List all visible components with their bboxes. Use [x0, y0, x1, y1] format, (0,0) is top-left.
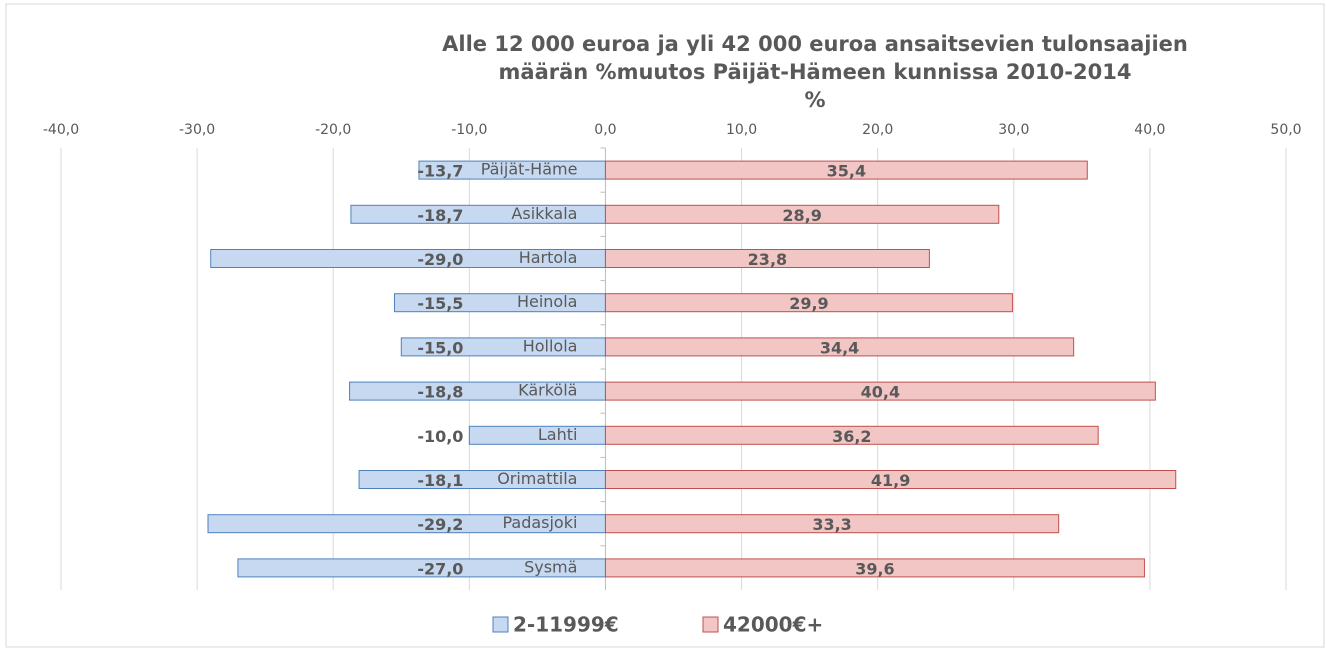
x-tick-label: -10,0 — [451, 122, 487, 138]
value-label: -27,0 — [417, 559, 463, 578]
x-tick-label: 50,0 — [1270, 122, 1301, 138]
category-label: Heinola — [517, 292, 578, 311]
x-tick-label: -40,0 — [43, 122, 79, 138]
value-label: 41,9 — [871, 471, 910, 490]
bar — [604, 425, 1099, 445]
value-label: -15,5 — [417, 294, 463, 313]
value-label: 39,6 — [855, 559, 894, 578]
legend-swatch — [702, 616, 719, 633]
value-label: 23,8 — [748, 250, 787, 269]
legend-label: 42000€+ — [723, 613, 823, 637]
bar — [604, 558, 1145, 578]
bar — [604, 470, 1177, 489]
value-label: 35,4 — [827, 162, 866, 181]
x-tick-label: -20,0 — [315, 122, 351, 138]
x-tick-label: 20,0 — [862, 122, 893, 138]
x-tick-label: 10,0 — [726, 122, 757, 138]
value-label: 34,4 — [820, 338, 859, 357]
category-label: Kärkölä — [518, 381, 577, 400]
x-tick-label: 0,0 — [594, 122, 616, 138]
category-label: Padasjoki — [502, 513, 577, 532]
category-label: Lahti — [538, 425, 578, 444]
bar — [604, 293, 1013, 313]
x-tick-label: 30,0 — [998, 122, 1029, 138]
value-label: -13,7 — [417, 162, 463, 181]
x-tick-label: -30,0 — [179, 122, 215, 138]
legend-swatch — [492, 616, 509, 633]
bar — [604, 381, 1156, 401]
value-label: -10,0 — [417, 427, 463, 446]
category-label: Hartola — [519, 248, 578, 267]
value-label: -29,2 — [417, 515, 463, 534]
bar — [604, 514, 1060, 534]
bar — [604, 204, 1000, 224]
value-label: 40,4 — [861, 383, 900, 402]
legend-label: 2-11999€ — [513, 613, 619, 637]
value-label: 28,9 — [782, 206, 821, 225]
value-label: 33,3 — [812, 515, 851, 534]
category-label: Päijät-Häme — [481, 160, 578, 179]
value-label: 36,2 — [832, 427, 871, 446]
category-label: Hollola — [523, 336, 578, 355]
value-label: -29,0 — [417, 250, 463, 269]
category-label: Asikkala — [511, 204, 577, 223]
value-label: -18,1 — [417, 471, 463, 490]
value-label: -18,8 — [417, 383, 463, 402]
category-label: Orimattila — [497, 469, 577, 488]
value-label: -15,0 — [417, 338, 463, 357]
bar — [604, 249, 930, 268]
chart-title: % — [804, 88, 825, 112]
value-label: 29,9 — [789, 294, 828, 313]
x-tick-label: 40,0 — [1134, 122, 1165, 138]
chart-frame — [5, 3, 1325, 648]
chart-title: Alle 12 000 euroa ja yli 42 000 euroa an… — [442, 32, 1188, 56]
bar — [604, 160, 1088, 180]
chart-title: määrän %muutos Päijät-Hämeen kunnissa 20… — [499, 60, 1132, 84]
value-label: -18,7 — [417, 206, 463, 225]
category-label: Sysmä — [524, 557, 577, 576]
bar — [604, 337, 1075, 357]
